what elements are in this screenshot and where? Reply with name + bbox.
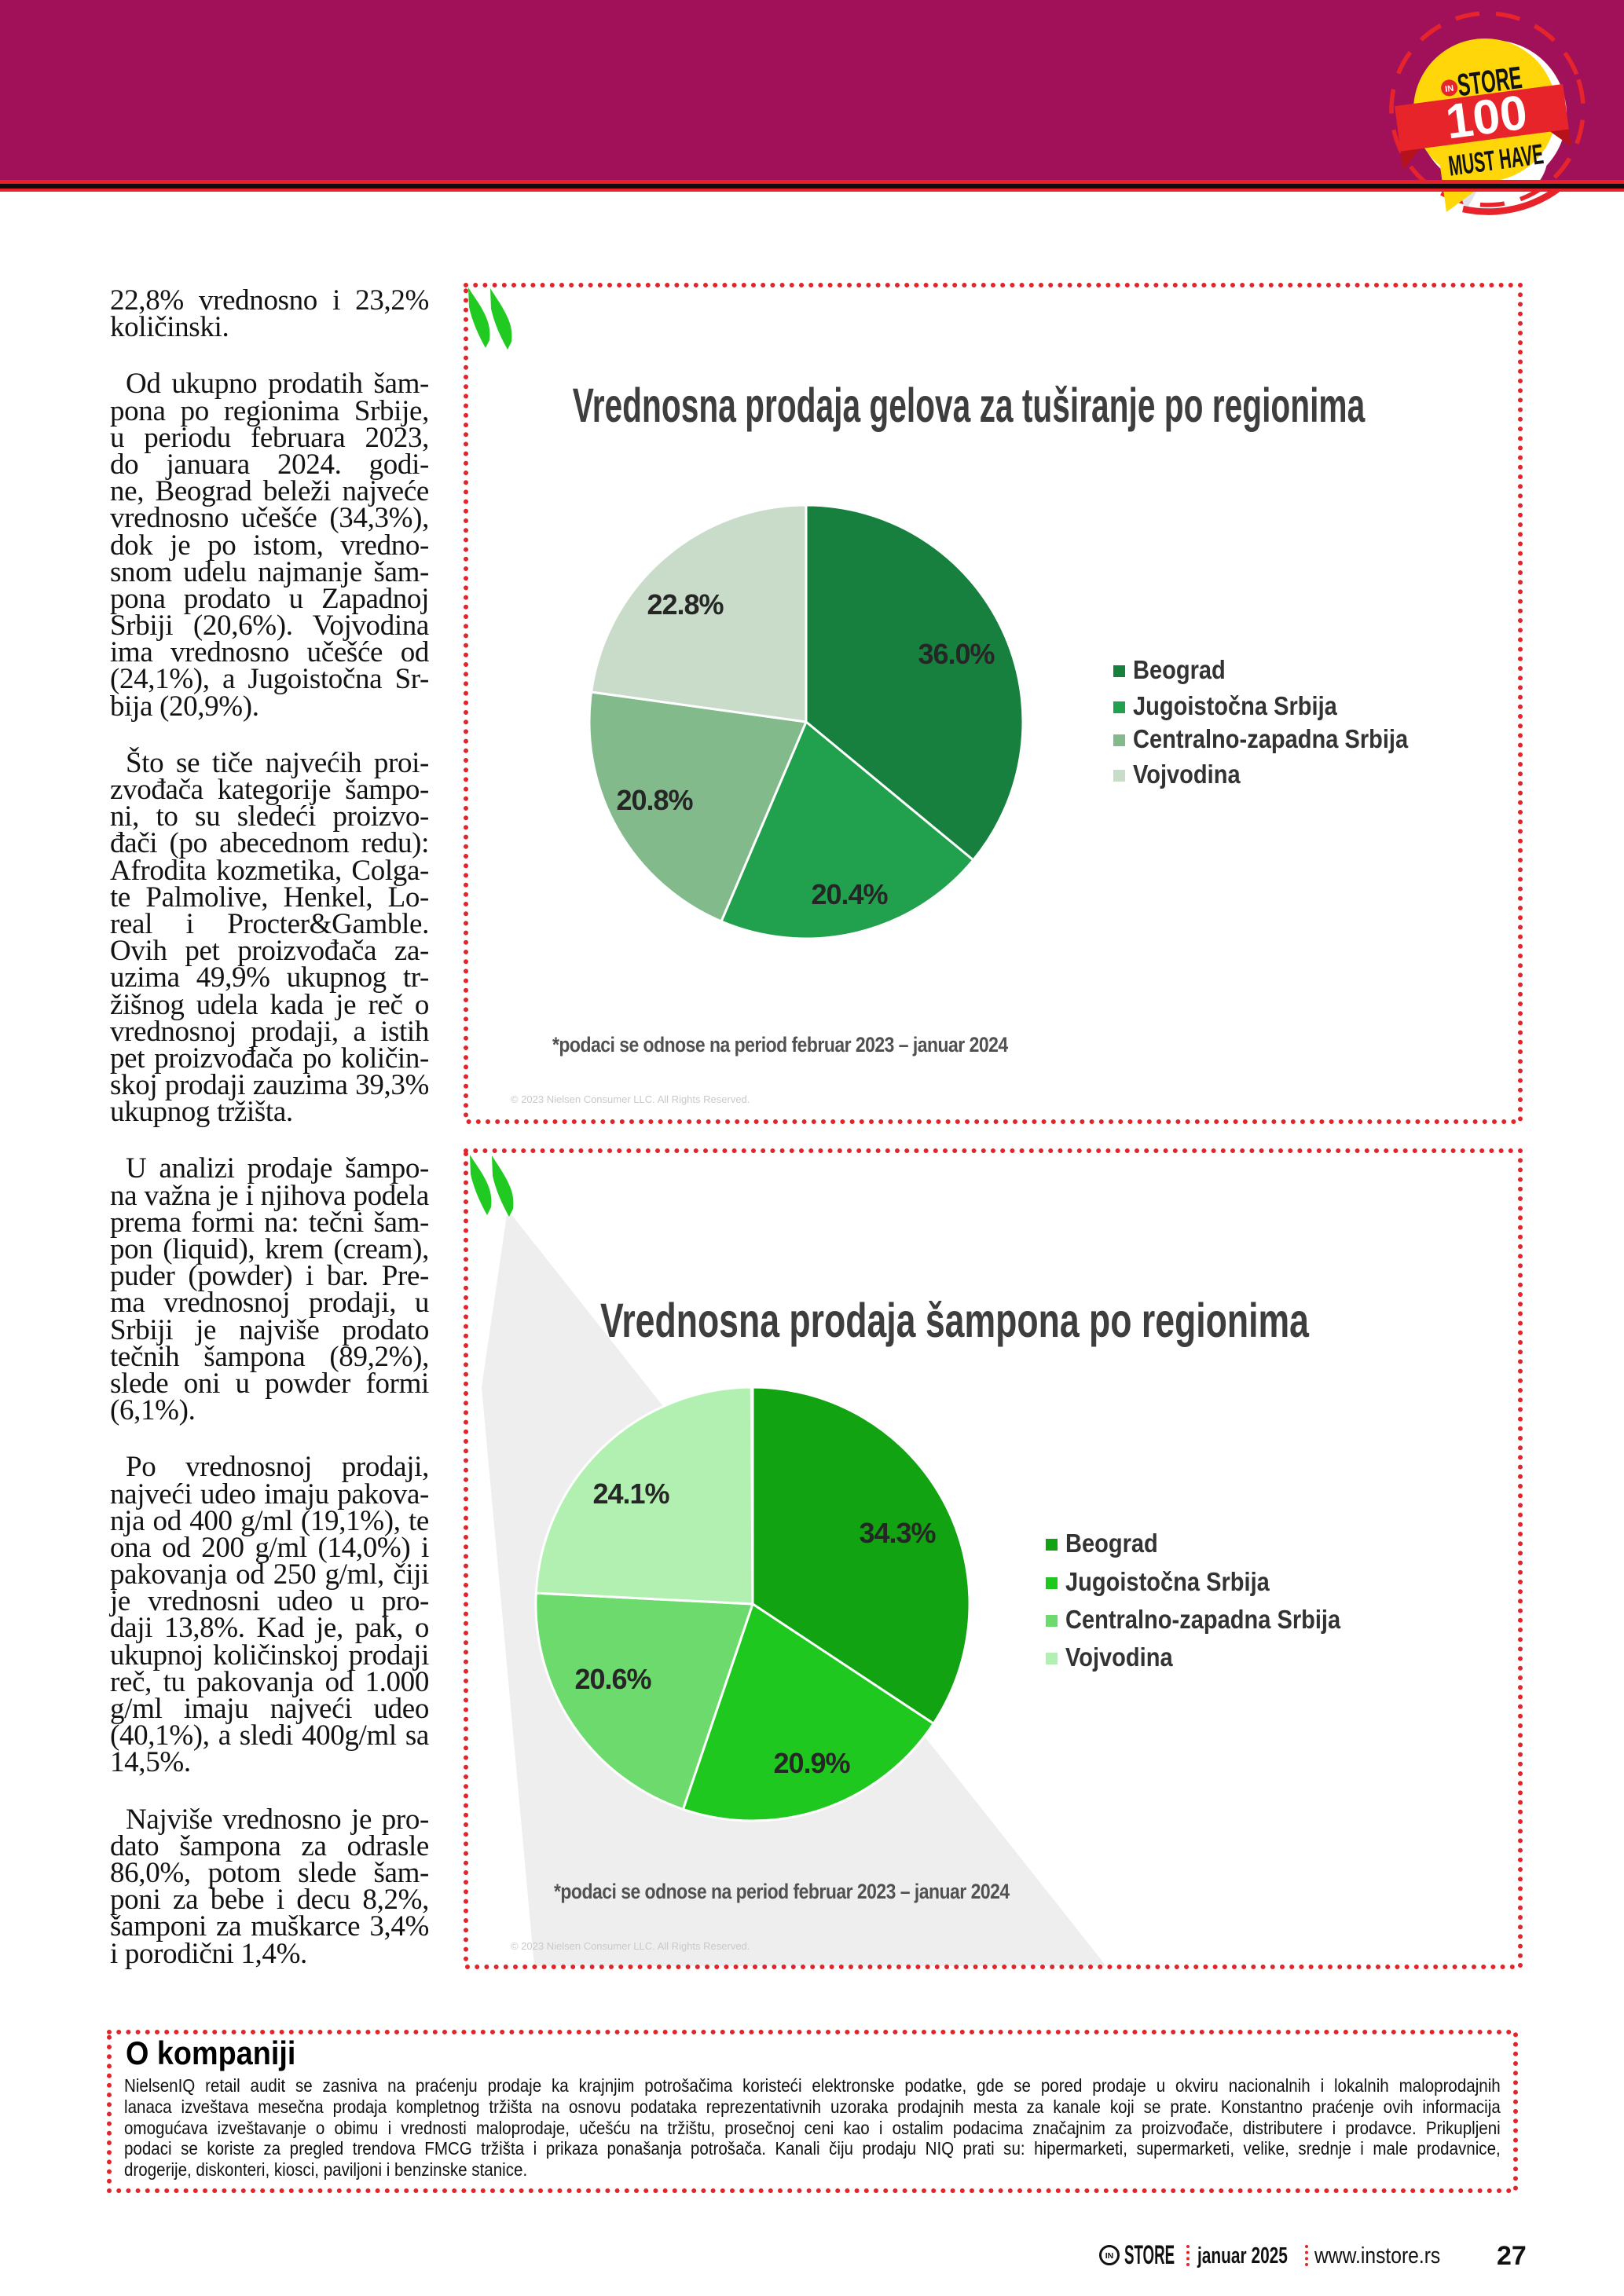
svg-text:100: 100: [1443, 86, 1531, 150]
svg-text:IN: IN: [1445, 84, 1455, 94]
svg-text:IN: IN: [1105, 2251, 1114, 2261]
